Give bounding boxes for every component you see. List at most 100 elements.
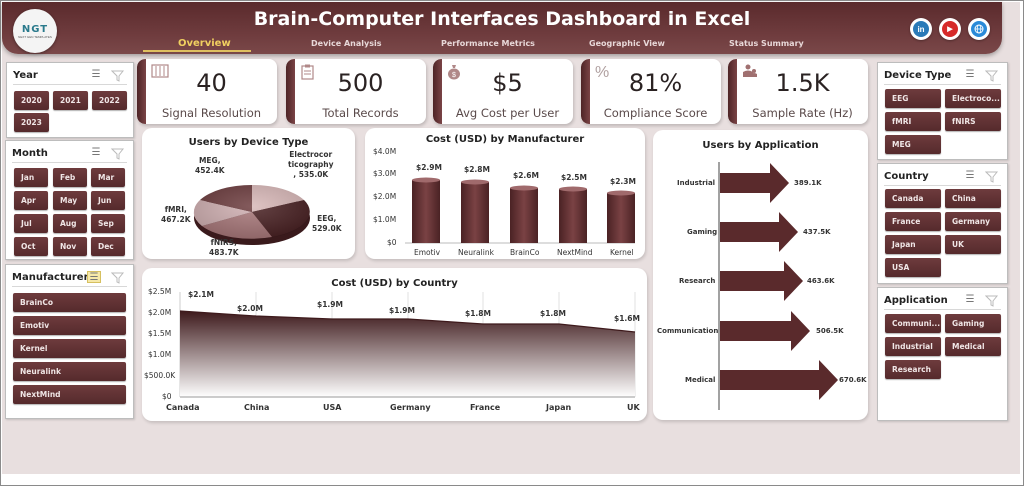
tab-performance-metrics[interactable]: Performance Metrics [441, 39, 535, 48]
slicer-item[interactable]: 2020 [14, 91, 49, 110]
clear-filter-icon[interactable] [110, 271, 125, 284]
linkedin-icon: in [913, 21, 929, 37]
slicer-item[interactable]: Communi... [885, 314, 941, 333]
slicer-item[interactable]: Oct [14, 237, 48, 256]
multi-select-icon[interactable]: ☰ [965, 294, 975, 305]
kpi-label: Signal Resolution [161, 106, 262, 120]
slicer-item[interactable]: Kernel [13, 339, 126, 358]
data-label: $2.3M [610, 177, 636, 186]
multi-select-icon[interactable]: ☰ [965, 170, 975, 181]
slicer-item[interactable]: NextMind [13, 385, 126, 404]
slicer-item[interactable]: Gaming [945, 314, 1001, 333]
slicer-item[interactable]: Nov [53, 237, 87, 256]
kpi-signal-resolution: 40 Signal Resolution [137, 59, 277, 124]
slicer-item[interactable]: Aug [53, 214, 87, 233]
slicer-item[interactable]: EEG [885, 89, 941, 108]
slicer-title: Country [884, 171, 929, 182]
bar-nextmind[interactable] [559, 189, 587, 243]
youtube-button[interactable]: ▶ [939, 18, 961, 40]
linkedin-button[interactable]: in [910, 18, 932, 40]
bar-kernel[interactable] [607, 193, 635, 243]
y-tick: Gaming [687, 228, 718, 236]
slicer-item[interactable]: France [885, 212, 941, 231]
slicer-item[interactable]: Industrial [885, 337, 941, 356]
slicer-item[interactable]: USA [885, 258, 941, 277]
y-tick: $2.0M [373, 192, 397, 201]
tab-overview[interactable]: Overview [178, 38, 231, 49]
data-label: $2.0M [237, 304, 263, 313]
website-button[interactable] [968, 18, 990, 40]
slicer-item[interactable]: 2023 [14, 113, 49, 132]
slicer-item[interactable]: May [53, 191, 87, 210]
slicer-item[interactable]: Emotiv [13, 316, 126, 335]
chart-cost-by-country: Cost (USD) by Country $2.5M $2.0M $1.5M … [142, 268, 647, 421]
slicer-item[interactable]: Jun [91, 191, 125, 210]
clear-filter-icon[interactable] [984, 170, 999, 183]
y-tick: $1.0M [148, 350, 172, 359]
kpi-value: 40 [196, 69, 227, 97]
data-label: 389.1K [794, 179, 822, 187]
slicer-device-type: Device Type ☰ EEG Electroco... fMRI fNIR… [877, 62, 1008, 160]
slicer-title: Month [12, 148, 48, 159]
kpi-total-records: 500 Total Records [286, 59, 426, 124]
slicer-item[interactable]: fNIRS [945, 112, 1001, 131]
slicer-item[interactable]: China [945, 189, 1001, 208]
x-tick: Japan [546, 403, 572, 412]
tab-status-summary[interactable]: Status Summary [729, 39, 804, 48]
kpi-value: 81% [628, 69, 683, 97]
arrow-bar-gaming[interactable] [720, 212, 798, 252]
multi-select-icon[interactable]: ☰ [87, 271, 101, 283]
arrow-bar-research[interactable] [720, 261, 803, 301]
slicer-item[interactable]: Mar [91, 168, 125, 187]
chart-cost-by-manufacturer: Cost (USD) by Manufacturer $4.0M $3.0M $… [365, 128, 645, 259]
arrow-bar-industrial[interactable] [720, 163, 789, 203]
y-tick: Industrial [677, 179, 716, 187]
slicer-item[interactable]: BrainCo [13, 293, 126, 312]
data-label: 506.5K [816, 327, 844, 335]
data-label: $1.6M [614, 314, 640, 323]
kpi-label: Compliance Score [603, 106, 708, 120]
clear-filter-icon[interactable] [984, 294, 999, 307]
slicer-item[interactable]: UK [945, 235, 1001, 254]
slicer-item[interactable]: Neuralink [13, 362, 126, 381]
clear-filter-icon[interactable] [110, 69, 125, 82]
slicer-item[interactable]: Jan [14, 168, 48, 187]
bar-emotiv[interactable] [412, 180, 440, 243]
people-icon [742, 64, 760, 80]
slicer-item[interactable]: Japan [885, 235, 941, 254]
slicer-item[interactable]: Electroco... [945, 89, 1001, 108]
x-tick: Kernel [610, 248, 634, 257]
slicer-item[interactable]: Apr [14, 191, 48, 210]
multi-select-icon[interactable]: ☰ [91, 69, 101, 80]
x-tick: BrainCo [510, 248, 540, 257]
tab-device-analysis[interactable]: Device Analysis [311, 39, 382, 48]
slicer-item[interactable]: Sep [91, 214, 125, 233]
slicer-item[interactable]: Jul [14, 214, 48, 233]
slicer-item[interactable]: 2022 [92, 91, 127, 110]
clear-filter-icon[interactable] [110, 147, 125, 160]
y-tick: $3.0M [373, 169, 397, 178]
slicer-item[interactable]: MEG [885, 135, 941, 154]
bar-brainco[interactable] [510, 188, 538, 243]
slicer-item[interactable]: Research [885, 360, 941, 379]
slicer-item[interactable]: 2021 [53, 91, 88, 110]
clear-filter-icon[interactable] [984, 69, 999, 82]
percent-icon: % [595, 64, 610, 81]
x-tick: NextMind [557, 248, 593, 257]
slicer-item[interactable]: Feb [53, 168, 87, 187]
slicer-item[interactable]: Germany [945, 212, 1001, 231]
arrow-bar-communication[interactable] [720, 311, 810, 351]
slicer-item[interactable]: Medical [945, 337, 1001, 356]
bar-neuralink[interactable] [461, 182, 489, 243]
slicer-item[interactable]: Canada [885, 189, 941, 208]
x-tick: Germany [390, 403, 431, 412]
multi-select-icon[interactable]: ☰ [91, 147, 101, 158]
multi-select-icon[interactable]: ☰ [965, 69, 975, 80]
slicer-item[interactable]: Dec [91, 237, 125, 256]
area-series[interactable] [180, 311, 635, 397]
tab-geographic-view[interactable]: Geographic View [589, 39, 665, 48]
slicer-item[interactable]: fMRI [885, 112, 941, 131]
kpi-value: 500 [337, 69, 384, 97]
y-tick: $2.0M [148, 308, 172, 317]
arrow-bar-medical[interactable] [720, 360, 838, 400]
